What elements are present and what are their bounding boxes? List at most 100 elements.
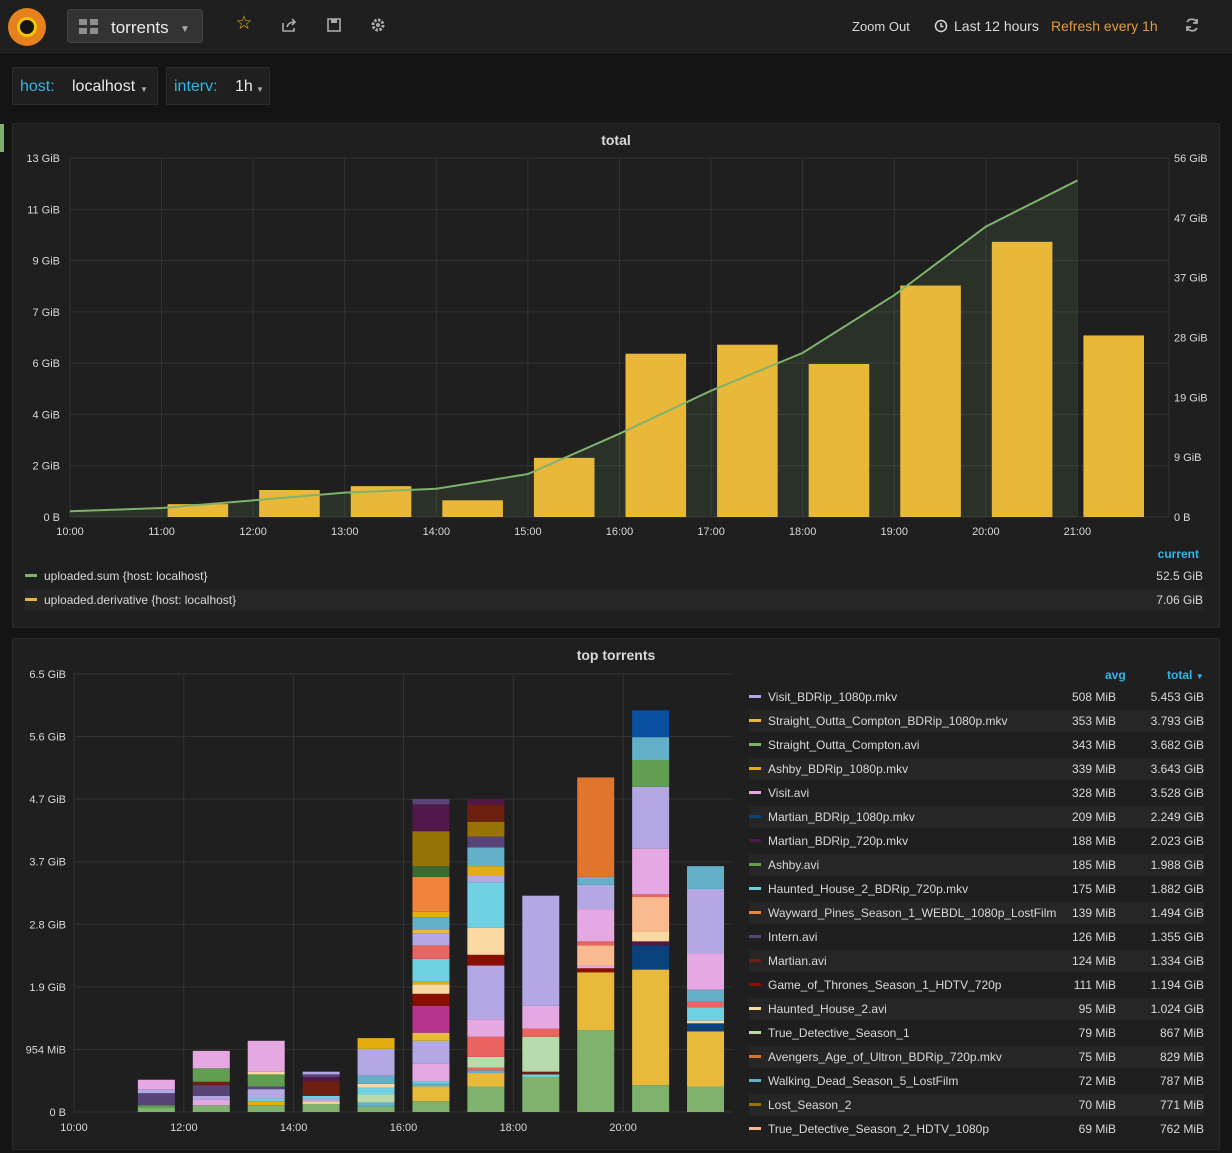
share-icon[interactable] — [280, 17, 298, 35]
stacked-bar-segment — [412, 993, 450, 1006]
top-torrents-chart[interactable]: 0 B 954 MiB 1.9 GiB 2.8 GiB 3.7 GiB 4.7 GiB 5.… — [13, 663, 743, 1153]
legend-row[interactable]: uploaded.derivative {host: localhost} 7.… — [25, 589, 1203, 611]
legend-row[interactable]: Straight_Outta_Compton.avi 343 MiB 3.682 G… — [749, 734, 1204, 756]
legend-row[interactable]: Walking_Dead_Season_5_LostFilm 72 MiB 787 … — [749, 1070, 1204, 1092]
legend-total-value: 1.355 GiB — [1150, 930, 1204, 944]
x-tick-label: 14:00 — [280, 1122, 308, 1134]
refresh-interval-label[interactable]: Refresh every 1h — [1051, 18, 1158, 34]
legend-swatch — [749, 791, 761, 794]
top-navbar: torrents ▼ ☆ Zoom Out Last 12 hours Refr… — [0, 0, 1232, 55]
legend-row[interactable]: Haunted_House_2_BDRip_720p.mkv 175 MiB 1.8… — [749, 878, 1204, 900]
gear-icon[interactable] — [369, 17, 387, 35]
stacked-bar-segment — [247, 1105, 285, 1112]
stacked-bar-segment — [192, 1099, 230, 1106]
y-tick-label: 0 B — [49, 1107, 66, 1119]
legend-series-name: Game_of_Thrones_Season_1_HDTV_720p — [768, 978, 1002, 992]
legend-series-name: uploaded.sum {host: localhost} — [44, 569, 208, 583]
legend-row[interactable]: Avengers_Age_of_Ultron_BDRip_720p.mkv 75 … — [749, 1046, 1204, 1068]
legend-row[interactable]: Martian.avi 124 MiB 1.334 GiB — [749, 950, 1204, 972]
zoom-out-button[interactable]: Zoom Out — [852, 19, 910, 34]
variable-host[interactable]: host: localhost ▼ — [12, 67, 158, 105]
x-tick-label: 20:00 — [972, 526, 1000, 538]
x-tick-label: 17:00 — [697, 526, 725, 538]
y-tick-label-right: 9 GiB — [1174, 452, 1202, 464]
total-chart[interactable]: 0 B 2 GiB 4 GiB 6 GiB 7 GiB 9 GiB 11 GiB 13 GiB… — [13, 148, 1219, 568]
legend-row[interactable]: Ashby.avi 185 MiB 1.988 GiB — [749, 854, 1204, 876]
star-icon[interactable]: ☆ — [235, 13, 253, 34]
stacked-bar-segment — [247, 1101, 285, 1106]
variable-interv-value[interactable]: 1h — [235, 78, 253, 95]
stacked-bar-segment — [632, 897, 670, 932]
legend-avg-value: 69 MiB — [1078, 1122, 1116, 1136]
legend-avg-value: 139 MiB — [1071, 906, 1116, 920]
stacked-bar-segment — [247, 1071, 285, 1075]
x-tick-label: 13:00 — [331, 526, 359, 538]
legend-row[interactable]: Lost_Season_2 70 MiB 771 MiB — [749, 1094, 1204, 1116]
stacked-bar-segment — [192, 1085, 230, 1096]
stacked-bar-segment — [687, 1031, 725, 1087]
stacked-bar-segment — [632, 759, 670, 787]
stacked-bar-segment — [632, 786, 670, 849]
legend-total-value: 2.249 GiB — [1150, 810, 1204, 824]
stacked-bar-segment — [467, 954, 505, 966]
legend-total-value: 2.023 GiB — [1150, 834, 1204, 848]
legend-row[interactable]: Martian_BDRip_1080p.mkv 209 MiB 2.249 GiB — [749, 806, 1204, 828]
row-collapse-handle[interactable] — [0, 124, 4, 152]
variable-interv[interactable]: interv: 1h ▼ — [166, 67, 270, 105]
stacked-bar-segment — [357, 1087, 395, 1095]
legend-header-current[interactable]: current — [1157, 547, 1199, 561]
panel-top-torrents: top torrents 0 B 954 MiB 1.9 GiB 2.8 GiB 3.7… — [12, 638, 1220, 1150]
legend-row[interactable]: True_Detective_Season_2_HDTV_1080p 69 MiB… — [749, 1118, 1204, 1140]
stacked-bar-segment — [412, 1063, 450, 1082]
stacked-bar-segment — [467, 1036, 505, 1057]
legend-row[interactable]: Visit_BDRip_1080p.mkv 508 MiB 5.453 GiB — [749, 686, 1204, 708]
save-icon[interactable] — [325, 17, 343, 35]
legend-row[interactable]: Intern.avi 126 MiB 1.355 GiB — [749, 926, 1204, 948]
refresh-icon[interactable] — [1183, 17, 1201, 35]
legend-swatch — [749, 983, 761, 986]
legend-series-name: Haunted_House_2_BDRip_720p.mkv — [768, 882, 969, 896]
stacked-bar-segment — [467, 1056, 505, 1068]
legend-series-name: Martian_BDRip_720p.mkv — [768, 834, 909, 848]
legend-row[interactable]: Ashby_BDRip_1080p.mkv 339 MiB 3.643 GiB — [749, 758, 1204, 780]
legend-header-avg[interactable]: avg — [1105, 668, 1126, 682]
legend-series-name: uploaded.derivative {host: localhost} — [44, 593, 237, 607]
stacked-bar-segment — [632, 945, 670, 970]
bar-derivative — [442, 500, 503, 517]
stacked-bar-segment — [192, 1050, 230, 1069]
legend-header-total[interactable]: total ▼ — [1167, 668, 1204, 682]
bar-derivative — [167, 504, 229, 517]
legend-total-value: 1.194 GiB — [1150, 978, 1204, 992]
legend-avg-value: 339 MiB — [1071, 762, 1116, 776]
stacked-bar-segment — [412, 804, 450, 832]
stacked-bar-segment — [302, 1074, 340, 1078]
legend-swatch — [25, 598, 37, 601]
dashboard-picker-button[interactable]: torrents ▼ — [67, 9, 203, 43]
legend-row[interactable]: Haunted_House_2.avi 95 MiB 1.024 GiB — [749, 998, 1204, 1020]
stacked-bar-segment — [467, 1073, 505, 1087]
panel-title[interactable]: total — [601, 132, 631, 148]
legend-row[interactable]: Straight_Outta_Compton_BDRip_1080p.mkv 35… — [749, 710, 1204, 732]
y-tick-label: 2.8 GiB — [29, 919, 66, 931]
legend-row[interactable]: Martian_BDRip_720p.mkv 188 MiB 2.023 GiB — [749, 830, 1204, 852]
x-tick-label: 18:00 — [500, 1122, 528, 1134]
stacked-bar-segment — [577, 968, 615, 973]
legend-avg-value: 70 MiB — [1078, 1098, 1116, 1112]
legend-row[interactable]: True_Detective_Season_1 79 MiB 867 MiB — [749, 1022, 1204, 1044]
stacked-bar-segment — [412, 1081, 450, 1084]
legend-row[interactable]: Game_of_Thrones_Season_1_HDTV_720p 111 Mi… — [749, 974, 1204, 996]
panel-title[interactable]: top torrents — [576, 647, 656, 663]
time-range-picker[interactable]: Last 12 hours — [954, 18, 1039, 34]
variable-host-value[interactable]: localhost — [72, 78, 136, 95]
legend-avg-value: 185 MiB — [1071, 858, 1116, 872]
legend-swatch — [749, 911, 761, 914]
stacked-bar-segment — [632, 737, 670, 760]
legend-row[interactable]: uploaded.sum {host: localhost} 52.5 GiB — [25, 565, 1203, 587]
legend-row[interactable]: Wayward_Pines_Season_1_WEBDL_1080p_LostF… — [749, 902, 1204, 924]
legend-total-value: 3.643 GiB — [1150, 762, 1204, 776]
legend-series-name: Lost_Season_2 — [768, 1098, 852, 1112]
grafana-logo-icon[interactable] — [8, 8, 46, 46]
legend-row[interactable]: Visit.avi 328 MiB 3.528 GiB — [749, 782, 1204, 804]
stacked-bar-segment — [412, 958, 450, 982]
y-tick-label-right: 56 GiB — [1174, 153, 1208, 165]
